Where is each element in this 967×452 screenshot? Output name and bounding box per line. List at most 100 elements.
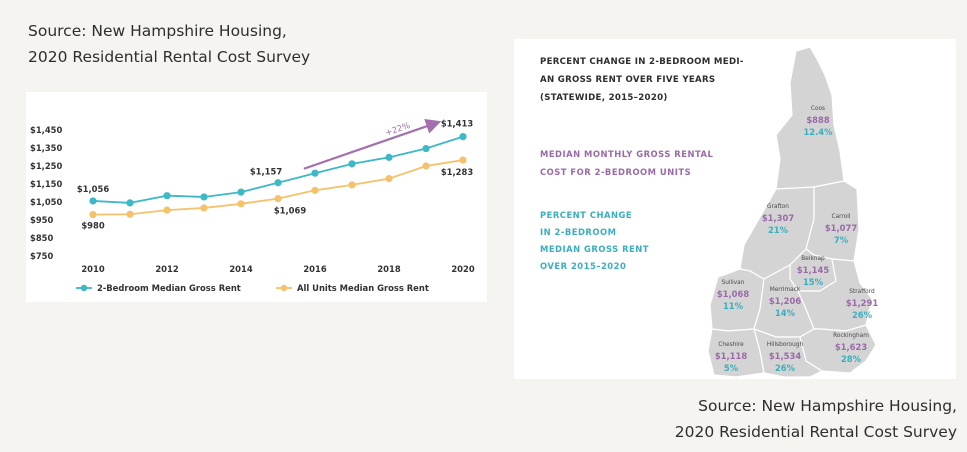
data-point — [459, 156, 467, 164]
source-line-1: Source: New Hampshire Housing, — [698, 397, 957, 415]
y-tick-label: $750 — [30, 251, 53, 261]
legend-swatch-dot — [280, 284, 288, 292]
data-label: $1,069 — [274, 206, 306, 216]
county-percent: 5% — [723, 363, 739, 373]
county-rent: $1,534 — [768, 351, 802, 361]
county-label-rockingham: Rockingham $1,623 28% — [833, 332, 869, 365]
y-tick-label: $1,250 — [30, 161, 62, 171]
county-rent: $1,077 — [824, 223, 858, 233]
x-tick-label: 2010 — [81, 264, 104, 274]
county-name: Carroll — [831, 214, 851, 220]
county-percent: 15% — [802, 277, 824, 287]
legend-pct-line: IN 2-BEDROOM — [540, 227, 617, 237]
county-percent: 7% — [833, 235, 849, 245]
source-line-1: Source: New Hampshire Housing, — [28, 22, 287, 40]
data-label: $1,413 — [441, 119, 473, 129]
x-tick-label: 2016 — [303, 264, 326, 274]
growth-annotation: +22% — [384, 120, 412, 138]
county-percent: 12.4% — [803, 127, 833, 137]
legend-swatch-dot — [80, 284, 88, 292]
x-tick-label: 2018 — [377, 264, 400, 274]
data-label: $1,283 — [441, 167, 473, 177]
data-point — [237, 200, 245, 208]
county-shape-hillsborough — [753, 328, 824, 378]
map-title-line: PERCENT CHANGE IN 2-BEDROOM MEDI- — [540, 57, 744, 67]
data-point — [126, 210, 134, 218]
data-point — [237, 188, 245, 196]
data-point — [348, 160, 356, 168]
data-point — [422, 144, 430, 153]
legend-label: All Units Median Gross Rent — [297, 283, 429, 293]
county-label-cheshire: Cheshire $1,118 5% — [715, 341, 747, 374]
county-percent: 26% — [851, 310, 873, 320]
data-point — [163, 192, 171, 200]
data-label: $980 — [81, 221, 104, 231]
county-name: Strafford — [849, 289, 875, 295]
data-point — [200, 204, 208, 212]
county-label-strafford: Strafford $1,291 26% — [846, 288, 878, 321]
data-point — [89, 197, 97, 205]
county-label-belknap: Belknap $1,145 15% — [797, 255, 829, 288]
county-name: Hillsborough — [766, 342, 804, 348]
legend-pct-line: MEDIAN GROSS RENT — [540, 244, 649, 254]
county-rent: $1,118 — [714, 351, 748, 361]
data-point — [200, 193, 208, 201]
legend-rent-line: MEDIAN MONTHLY GROSS RENTAL — [540, 149, 714, 159]
y-tick-label: $850 — [30, 233, 53, 243]
data-point — [311, 169, 319, 177]
data-point — [274, 194, 282, 203]
county-percent: 11% — [722, 301, 744, 311]
county-percent: 21% — [767, 225, 789, 235]
y-tick-label: $950 — [30, 215, 53, 225]
y-tick-label: $1,050 — [30, 197, 62, 207]
y-tick-label: $1,450 — [30, 125, 62, 135]
data-point — [385, 175, 393, 183]
county-rent: $1,291 — [845, 298, 879, 308]
rent-line-chart-card: $750 $850 $950 $1,050 $1,150 $1,250 $1,350 $1,4… — [26, 92, 487, 302]
map-title-line: (STATEWIDE, 2015–2020) — [540, 93, 668, 103]
x-tick-label: 2020 — [451, 264, 474, 274]
county-name: Coos — [810, 106, 826, 112]
legend-pct-line: PERCENT CHANGE — [540, 210, 633, 220]
data-label: $1,056 — [77, 184, 109, 194]
county-name: Rockingham — [833, 333, 869, 339]
county-rent: $1,623 — [834, 342, 868, 352]
legend-label: 2-Bedroom Median Gross Rent — [97, 283, 241, 293]
data-point — [459, 133, 467, 141]
county-name: Grafton — [767, 204, 789, 210]
growth-arrow — [303, 118, 442, 170]
map-title-line: AN GROSS RENT OVER FIVE YEARS — [540, 75, 716, 85]
data-point — [385, 153, 393, 161]
county-name: Cheshire — [718, 342, 744, 348]
county-label-sullivan: Sullivan $1,068 11% — [717, 279, 749, 312]
county-name: Sullivan — [721, 280, 745, 286]
data-label: $1,157 — [250, 167, 282, 177]
county-rent: $1,145 — [796, 265, 830, 275]
county-percent: 14% — [774, 308, 796, 318]
data-point — [89, 211, 97, 219]
data-point — [274, 179, 282, 187]
source-line-2: 2020 Residential Rental Cost Survey — [28, 48, 311, 66]
source-line-2: 2020 Residential Rental Cost Survey — [674, 423, 957, 441]
county-label-coos: Coos $888 12.4% — [803, 105, 832, 138]
county-label-hillsborough: Hillsborough $1,534 26% — [767, 341, 803, 374]
y-tick-label: $1,350 — [30, 143, 62, 153]
legend-pct-line: OVER 2015–2020 — [540, 261, 627, 271]
nh-state-shape — [707, 46, 877, 378]
county-rent: $1,307 — [761, 213, 795, 223]
county-rent: $1,206 — [768, 296, 802, 306]
data-point — [126, 199, 134, 207]
map-title: PERCENT CHANGE IN 2-BEDROOM MEDI- AN GRO… — [540, 53, 780, 107]
data-point — [422, 162, 430, 170]
source-caption-top: Source: New Hampshire Housing, 2020 Resi… — [28, 18, 310, 70]
county-percent: 28% — [840, 354, 862, 364]
county-rent: $1,068 — [716, 289, 750, 299]
county-label-carroll: Carroll $1,077 7% — [825, 213, 857, 246]
county-name: Belknap — [801, 256, 825, 262]
nh-county-map — [707, 46, 877, 378]
county-label-grafton: Grafton $1,307 21% — [762, 203, 794, 236]
rent-line-chart: $750 $850 $950 $1,050 $1,150 $1,250 $1,350 $1,4… — [30, 118, 475, 293]
data-point — [163, 206, 171, 214]
county-percent: 26% — [774, 363, 796, 373]
y-tick-label: $1,150 — [30, 179, 62, 189]
